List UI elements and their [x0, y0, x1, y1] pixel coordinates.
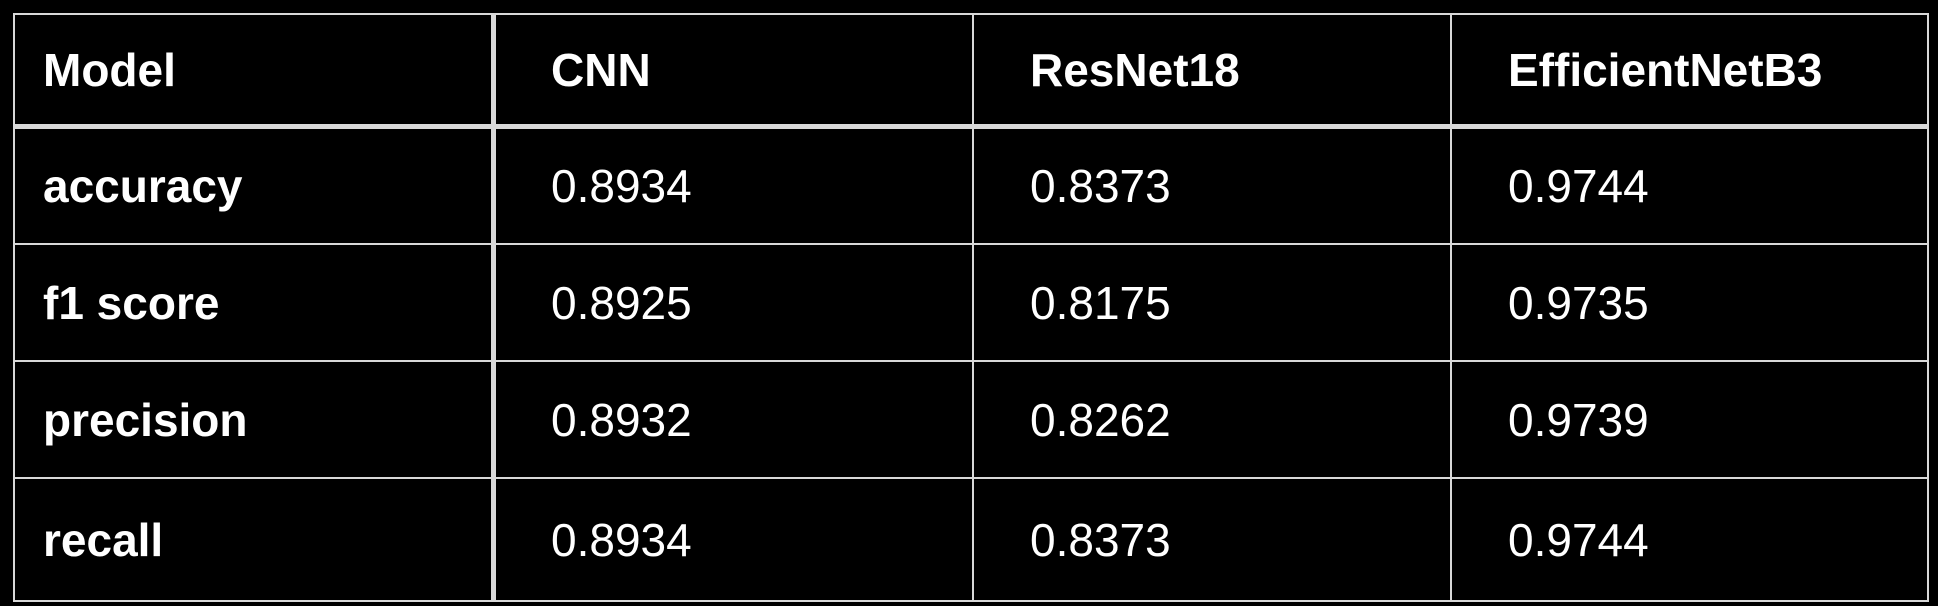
cell-precision-cnn: 0.8932 [496, 362, 974, 479]
cell-accuracy-resnet18: 0.8373 [974, 129, 1452, 245]
row-label-accuracy: accuracy [15, 129, 496, 245]
cell-f1-resnet18: 0.8175 [974, 245, 1452, 362]
cell-f1-efficientnetb3: 0.9735 [1452, 245, 1927, 362]
cell-recall-efficientnetb3: 0.9744 [1508, 513, 1649, 566]
header-cnn: CNN [496, 15, 974, 129]
cell-precision-efficientnetb3: 0.9739 [1452, 362, 1927, 479]
cell-recall-cnn: 0.8934 [496, 479, 974, 600]
row-label-precision: precision [15, 362, 496, 479]
row-label-recall: recall [15, 479, 496, 600]
header-efficientnetb3: EfficientNetB3 [1452, 15, 1927, 129]
cell-precision-resnet18: 0.8262 [974, 362, 1452, 479]
row-label-f1-score: f1 score [15, 245, 496, 362]
metrics-table: Model CNN ResNet18 EfficientNetB3 accura… [13, 13, 1929, 602]
header-resnet18: ResNet18 [974, 15, 1452, 129]
cell-f1-cnn: 0.8925 [496, 245, 974, 362]
cell-recall-resnet18: 0.8373 [974, 479, 1452, 600]
cell-accuracy-efficientnetb3: 0.9744 [1452, 129, 1927, 245]
cell-accuracy-cnn: 0.8934 [496, 129, 974, 245]
header-model: Model [15, 15, 496, 129]
